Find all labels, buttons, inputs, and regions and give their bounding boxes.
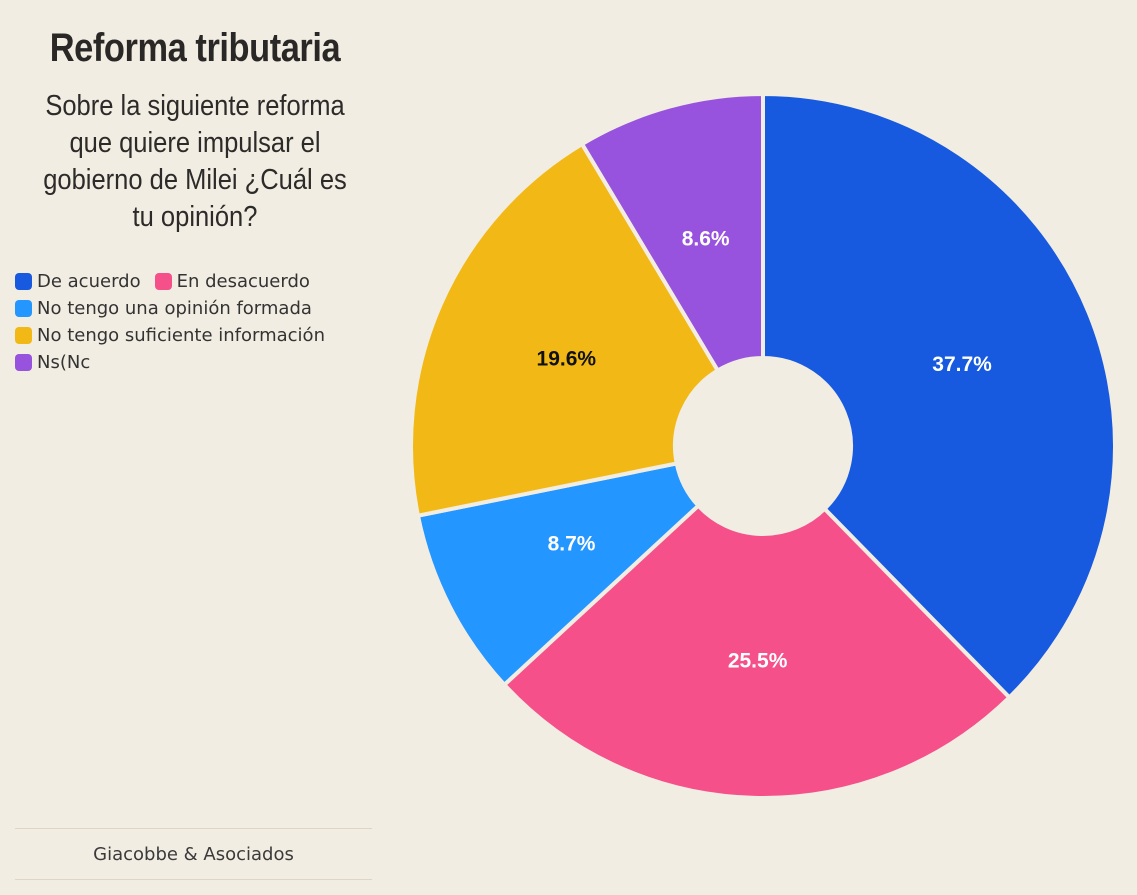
legend-row: Ns(Nc: [15, 349, 385, 376]
legend-label-en-desacuerdo: En desacuerdo: [176, 271, 310, 292]
legend-swatch-no-informacion: [15, 327, 32, 344]
legend-label-no-opinion: No tengo una opinión formada: [37, 298, 312, 319]
legend-swatch-de-acuerdo: [15, 273, 32, 290]
legend-label-ns-nc: Ns(Nc: [37, 352, 91, 373]
chart-subtitle: Sobre la siguiente reforma que quiere im…: [43, 90, 347, 233]
left-panel: Reforma tributaria Sobre la siguiente re…: [0, 0, 390, 895]
legend-item-ns-nc[interactable]: Ns(Nc: [15, 352, 90, 373]
slice-de-acuerdo[interactable]: [761, 92, 1117, 700]
slice-label-no-informacion: 19.6%: [537, 348, 597, 371]
footer: Giacobbe & Asociados: [15, 828, 372, 880]
legend-swatch-no-opinion: [15, 300, 32, 317]
legend-label-de-acuerdo: De acuerdo: [37, 271, 141, 292]
slice-ns-nc[interactable]: [580, 92, 765, 373]
legend: De acuerdo En desacuerdo No tengo una op…: [15, 268, 385, 376]
slice-en-desacuerdo[interactable]: [502, 503, 1012, 800]
legend-row: No tengo suficiente información: [15, 322, 385, 349]
legend-swatch-en-desacuerdo: [154, 273, 172, 290]
legend-label-no-informacion: No tengo suficiente información: [37, 325, 325, 346]
legend-row: No tengo una opinión formada: [15, 295, 385, 322]
legend-item-no-opinion[interactable]: No tengo una opinión formada: [15, 298, 312, 319]
chart-area: 37.7% 25.5% 8.7% 19.6% 8.6%: [390, 0, 1137, 895]
slice-label-de-acuerdo: 37.7%: [932, 353, 992, 376]
legend-item-de-acuerdo[interactable]: De acuerdo: [15, 271, 141, 292]
legend-item-no-informacion[interactable]: No tengo suficiente información: [15, 325, 325, 346]
slice-no-opinion[interactable]: [415, 461, 701, 687]
slice-label-en-desacuerdo: 25.5%: [728, 649, 788, 672]
chart-title: Reforma tributaria: [49, 26, 341, 70]
donut-chart: 37.7% 25.5% 8.7% 19.6% 8.6%: [409, 92, 1117, 800]
legend-swatch-ns-nc: [15, 354, 32, 371]
slice-no-informacion[interactable]: [409, 142, 720, 518]
legend-item-en-desacuerdo[interactable]: En desacuerdo: [154, 271, 310, 292]
legend-row: De acuerdo En desacuerdo: [15, 268, 385, 295]
slice-label-ns-nc: 8.6%: [682, 227, 730, 250]
slice-label-no-opinion: 8.7%: [548, 532, 596, 555]
source-label: Giacobbe & Asociados: [93, 843, 294, 865]
